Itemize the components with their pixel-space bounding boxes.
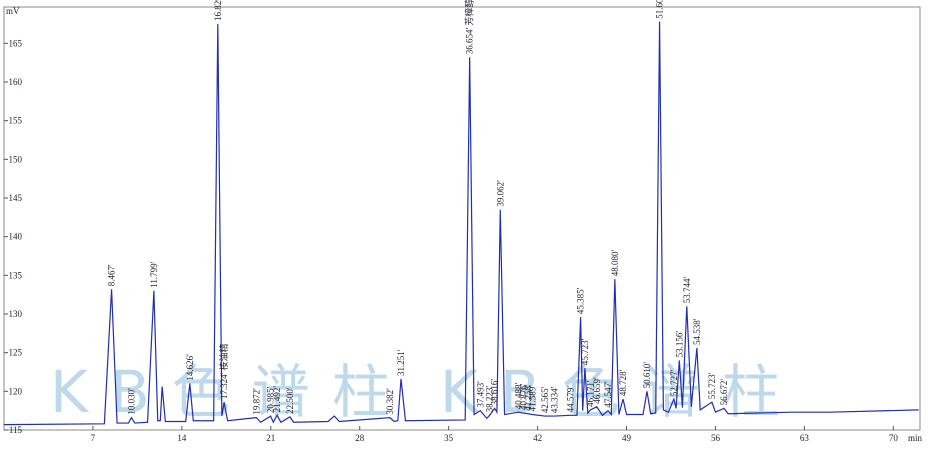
peak-label: 50.610' (642, 362, 652, 389)
peak-label: 36.654' 芳樟醇 (464, 0, 475, 54)
peak-label: 37.493' (475, 381, 485, 408)
peak-label: 21.492' (272, 386, 282, 413)
peak-label: 14.626' (185, 354, 195, 381)
peak-label: 31.251' (396, 349, 406, 376)
x-tick-label: 14 (177, 433, 187, 443)
x-tick-label: 35 (444, 433, 454, 443)
peak-label: 10.030' (126, 388, 136, 415)
peak-label: 55.723' (707, 372, 717, 399)
y-tick-label: 145 (9, 193, 23, 203)
peak-label: 38.223' (485, 386, 495, 413)
peak-label: 39.062' (495, 180, 505, 207)
peak-label: 44.579' (565, 386, 575, 413)
y-tick-label: 135 (9, 270, 23, 280)
x-tick-label: 42 (533, 433, 542, 443)
peak-label: 16.829' (213, 0, 223, 21)
peak-label: 40.876' (518, 383, 528, 410)
peak-label: 40.488' (513, 382, 523, 409)
peak-label: 8.467' (107, 264, 117, 286)
peak-label: 45.385' (576, 287, 586, 314)
peak-label: 51.601' 乙酸芳樟酯 (654, 0, 665, 19)
y-tick-label: 120 (9, 386, 23, 396)
y-tick-label: 155 (9, 116, 23, 126)
plot-frame (3, 6, 921, 431)
peak-label: 48.728' (618, 369, 628, 396)
peak-label: 38.616' (490, 379, 500, 406)
peak-label: 22.500' (285, 387, 295, 414)
peak-label: 30.382' (385, 388, 395, 415)
peak-label: 42.565' (540, 386, 550, 413)
y-tick-label: 150 (9, 154, 23, 164)
x-tick-label: 70 (889, 433, 899, 443)
peak-label: 19.872' (251, 388, 261, 415)
peak-label: 41.589' (527, 385, 537, 412)
peak-label: 17.324' 桉油精 (218, 344, 229, 400)
x-tick-label: 28 (355, 433, 365, 443)
watermark: KB色谱柱 (440, 358, 802, 426)
x-tick-label: 63 (800, 433, 810, 443)
peak-label: 52.727' (669, 369, 679, 396)
peak-label: 47.547' (603, 381, 613, 408)
peak-label: 41.258' (523, 384, 533, 411)
peak-label: 48.080' (610, 249, 620, 276)
peak-label: 53.156' (674, 331, 684, 358)
peak-label: 54.538' (692, 318, 702, 345)
x-tick-label: 49 (622, 433, 632, 443)
y-tick-label: 165 (9, 38, 23, 48)
y-axis-label: mV (6, 6, 20, 16)
peak-label: 46.171' (586, 380, 596, 407)
peak-label: 43.334' (550, 386, 560, 413)
y-tick-label: 125 (9, 348, 23, 358)
peak-label: 53.744' (682, 277, 692, 304)
y-tick-label: 160 (9, 77, 23, 87)
x-axis-label: min (908, 433, 923, 443)
peak-label: 56.672' (719, 379, 729, 406)
y-tick-label: 130 (9, 309, 23, 319)
peak-label: 20.985' (266, 386, 276, 413)
chromatogram-line (3, 21, 919, 426)
x-tick-label: 7 (91, 433, 96, 443)
x-tick-label: 56 (711, 433, 721, 443)
peak-label: 11.799' (149, 261, 159, 287)
peak-label: 45.723' (580, 338, 590, 365)
peak-label: 46.659' (592, 377, 602, 404)
y-tick-label: 115 (9, 425, 23, 435)
y-tick-label: 140 (9, 232, 23, 242)
x-tick-label: 21 (266, 433, 275, 443)
